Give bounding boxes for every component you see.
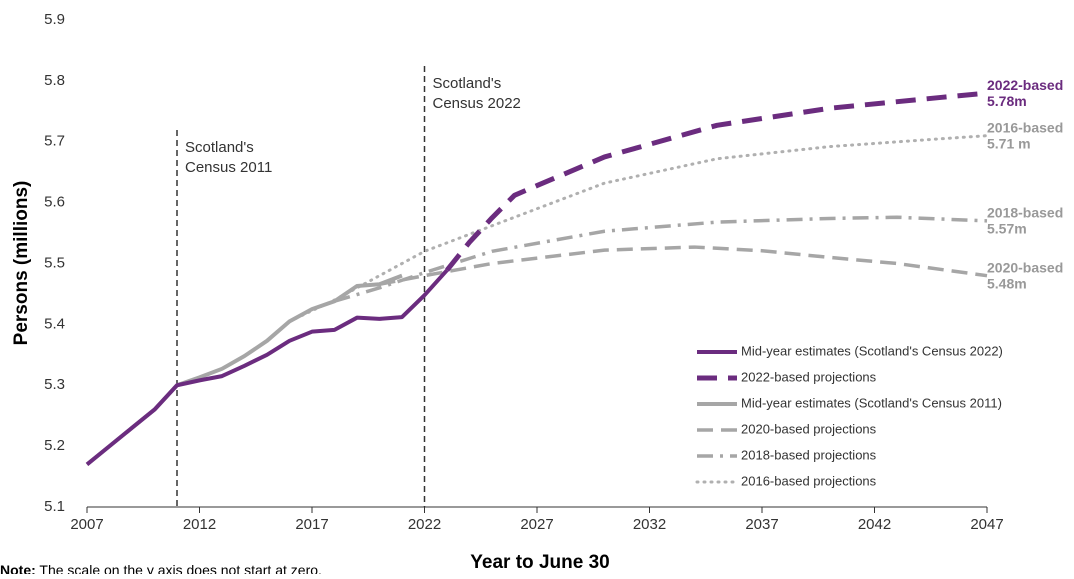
end-label: 2016-based [987,119,1063,135]
series-line [85,273,403,466]
x-tick-label: 2027 [520,516,553,533]
legend-label: Mid-year estimates (Scotland's Census 20… [741,343,1003,358]
y-tick-label: 5.4 [44,315,65,332]
annotation: Scotland's [433,75,502,92]
y-tick-label: 5.8 [44,72,65,89]
x-tick-label: 2007 [70,516,103,533]
series-line [334,215,988,303]
x-tick-label: 2042 [858,516,891,533]
x-tick-label: 2037 [745,516,778,533]
x-tick-label: 2047 [970,516,1003,533]
end-label: 5.57m [987,221,1027,237]
y-tick-label: 5.3 [44,376,65,393]
legend-label: 2018-based projections [741,447,877,462]
legend-label: 2016-based projections [741,473,877,488]
y-tick-label: 5.5 [44,254,65,271]
series-line [379,245,988,286]
x-tick-label: 2012 [183,516,216,533]
series-line [288,134,989,323]
legend-label: 2020-based projections [741,421,877,436]
end-label: 5.71 m [987,135,1031,151]
note-text: The scale on the y axis does not start a… [39,562,321,574]
end-label: 2020-based [987,259,1063,275]
annotation: Scotland's [185,139,254,156]
series-line [445,90,988,272]
x-axis-label: Year to June 30 [470,552,609,573]
y-tick-label: 5.9 [44,11,65,28]
y-tick-label: 5.6 [44,194,65,211]
legend-label: 2022-based projections [741,369,877,384]
x-tick-label: 2022 [408,516,441,533]
y-tick-label: 5.7 [44,133,65,150]
annotation: Census 2011 [185,159,272,176]
y-axis-label: Persons (millions) [11,181,32,346]
y-tick-label: 5.1 [44,498,65,515]
end-label: 5.78m [987,93,1027,109]
x-tick-label: 2017 [295,516,328,533]
end-label: 2022-based [987,77,1063,93]
y-tick-label: 5.2 [44,437,65,454]
annotation: Census 2022 [433,95,521,112]
note: Note: The scale on the y axis does not s… [0,562,322,574]
x-tick-label: 2032 [633,516,666,533]
end-label: 5.48m [987,275,1027,291]
legend-label: Mid-year estimates (Scotland's Census 20… [741,395,1002,410]
end-label: 2018-based [987,205,1063,221]
note-label: Note: [0,562,36,574]
series-line [85,268,449,466]
